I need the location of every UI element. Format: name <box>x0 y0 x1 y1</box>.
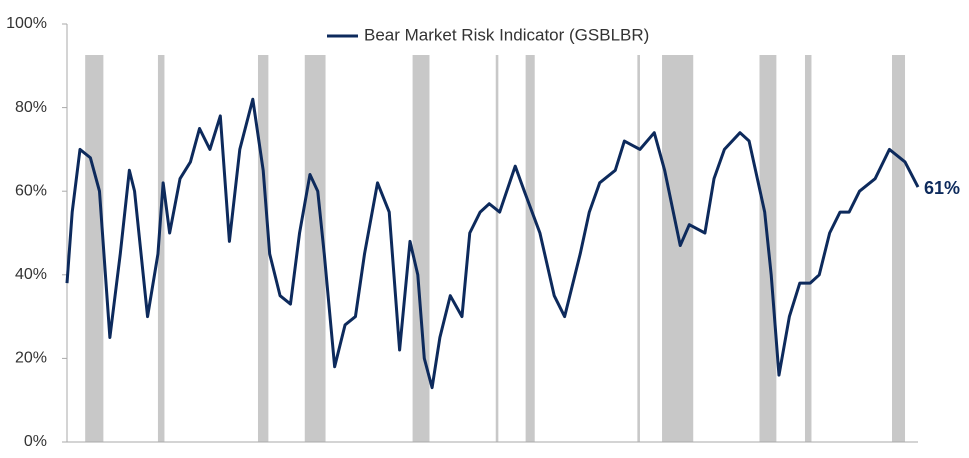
shaded-band <box>495 55 499 442</box>
legend-label: Bear Market Risk Indicator (GSBLBR) <box>364 25 649 44</box>
y-tick-label: 40% <box>15 266 47 283</box>
shaded-band <box>85 55 104 442</box>
shaded-band <box>157 55 165 442</box>
series-line <box>65 97 920 390</box>
shaded-band <box>804 55 812 442</box>
y-tick-label: 20% <box>15 350 47 367</box>
y-tick-label: 80% <box>15 99 47 116</box>
y-tick-label: 0% <box>24 433 47 450</box>
shaded-band <box>304 55 326 442</box>
y-tick-label: 60% <box>15 182 47 199</box>
end-label: 61% <box>924 178 960 198</box>
shaded-band <box>662 55 694 442</box>
shaded-band <box>892 55 906 442</box>
shaded-band <box>412 55 430 442</box>
shaded-band <box>257 55 269 442</box>
y-tick-label: 100% <box>6 15 47 32</box>
shaded-band <box>637 55 640 442</box>
shaded-band <box>525 55 535 442</box>
